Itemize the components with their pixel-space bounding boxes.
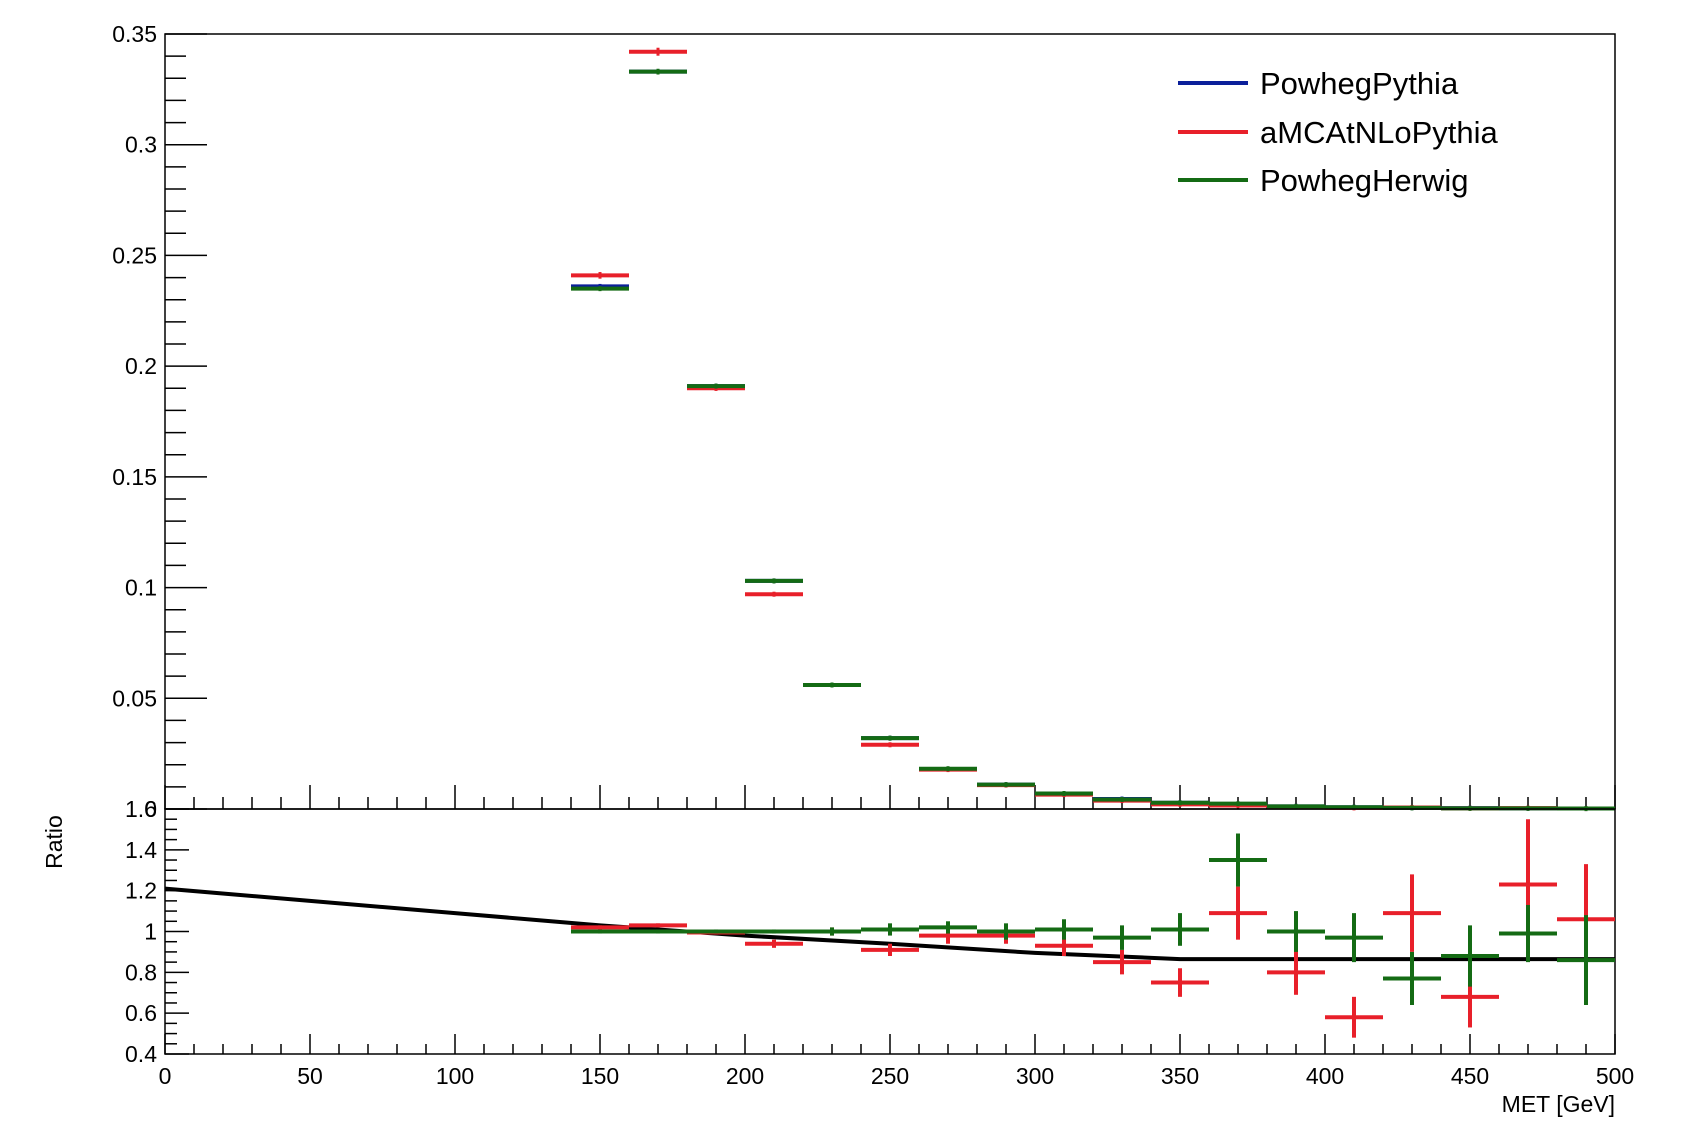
main-point-powhegherwig	[571, 286, 629, 292]
ratio-point-amcatnlopythia	[1151, 968, 1209, 997]
legend-entry-amcatnlopythia: aMCAtNLoPythia	[1178, 115, 1499, 150]
main-point-powhegherwig	[861, 735, 919, 741]
ratio-point-powhegherwig	[919, 921, 977, 934]
ratio-y-tick-label: 0.4	[125, 1041, 157, 1067]
main-point-amcatnlopythia	[861, 742, 919, 748]
legend-label-powhegpythia: PowhegPythia	[1260, 66, 1459, 101]
ratio-y-axis: 1.6 1.4 1.2 1 0.8 0.6 0.4	[125, 796, 189, 1067]
ratio-y-tick-label: 0.6	[125, 1000, 157, 1026]
main-y-tick-label: 0.25	[112, 242, 157, 268]
main-y-tick-label: 0.3	[125, 132, 157, 158]
legend-label-powhegherwig: PowhegHerwig	[1260, 163, 1469, 198]
x-tick-label: 400	[1306, 1063, 1344, 1089]
legend-entry-powhegherwig: PowhegHerwig	[1178, 163, 1469, 198]
x-tick-label: 250	[871, 1063, 909, 1089]
main-point-powhegherwig	[977, 782, 1035, 788]
ratio-point-powhegherwig	[1035, 919, 1093, 940]
x-axis-title: MET [GeV]	[1502, 1091, 1615, 1117]
main-y-tick-label: 0.35	[112, 21, 157, 47]
ratio-point-amcatnlopythia	[1093, 949, 1151, 975]
x-tick-label: 200	[726, 1063, 764, 1089]
x-tick-label: 500	[1596, 1063, 1634, 1089]
ratio-point-powhegherwig	[977, 923, 1035, 940]
main-y-tick-label: 0	[144, 796, 157, 822]
ratio-point-amcatnlopythia	[1325, 996, 1383, 1038]
ratio-y-tick-label: 1.2	[125, 878, 157, 904]
ratio-point-amcatnlopythia	[1209, 886, 1267, 940]
main-y-tick-label: 0.1	[125, 575, 157, 601]
main-point-powhegherwig	[687, 383, 745, 389]
ratio-point-amcatnlopythia	[571, 925, 629, 930]
main-point-amcatnlopythia	[745, 591, 803, 597]
ratio-point-powhegherwig	[803, 927, 861, 936]
main-point-powhegherwig	[1093, 796, 1151, 802]
ratio-point-amcatnlopythia	[629, 923, 687, 928]
ratio-y-tick-label: 0.8	[125, 959, 157, 985]
main-y-tick-label: 0.15	[112, 464, 157, 490]
ratio-point-powhegherwig	[1093, 925, 1151, 950]
main-point-amcatnlopythia	[629, 47, 687, 56]
ratio-y-tick-label: 1.6	[125, 796, 157, 822]
ratio-y-axis-title: Ratio	[41, 815, 67, 869]
ratio-point-amcatnlopythia	[1267, 949, 1325, 995]
main-point-powhegherwig	[629, 68, 687, 75]
main-point-powhegherwig	[919, 766, 977, 772]
main-point-powhegherwig	[745, 578, 803, 584]
ratio-point-powhegherwig	[1441, 925, 1499, 987]
ratio-point-powhegherwig	[1557, 915, 1615, 1005]
ratio-x-axis: 0 50 100 150 200 250 300 350 400 450 500	[159, 1034, 1634, 1089]
main-x-ticks	[164, 785, 1616, 809]
ratio-point-powhegherwig	[1267, 911, 1325, 952]
ratio-point-powhegherwig	[1325, 913, 1383, 963]
x-tick-label: 0	[159, 1063, 172, 1089]
ratio-point-powhegherwig	[571, 929, 629, 934]
main-plot-frame	[164, 33, 1616, 810]
main-point-powhegherwig	[1151, 800, 1209, 806]
main-point-amcatnlopythia	[571, 272, 629, 279]
ratio-point-amcatnlopythia	[1383, 874, 1441, 952]
main-y-tick-label: 0.2	[125, 353, 157, 379]
ratio-data-points	[571, 819, 1615, 1038]
ratio-panel: 1.6 1.4 1.2 1 0.8 0.6 0.4 0 50 100 150 200 250 300 35…	[41, 796, 1634, 1117]
main-y-axis: 0.35 0.3 0.25 0.2 0.15 0.1 0.05 0	[112, 21, 207, 822]
main-y-tick-label: 0.05	[112, 685, 157, 711]
legend-label-amcatnlopythia: aMCAtNLoPythia	[1260, 115, 1499, 150]
x-tick-label: 150	[581, 1063, 619, 1089]
ratio-point-powhegherwig	[861, 923, 919, 936]
x-tick-label: 350	[1161, 1063, 1199, 1089]
ratio-y-tick-label: 1.4	[125, 837, 157, 863]
x-tick-label: 50	[297, 1063, 323, 1089]
ratio-point-powhegherwig	[745, 929, 803, 934]
main-point-powhegherwig	[803, 682, 861, 688]
legend-entry-powhegpythia: PowhegPythia	[1178, 66, 1459, 101]
x-tick-label: 100	[436, 1063, 474, 1089]
x-tick-label: 300	[1016, 1063, 1054, 1089]
ratio-point-powhegherwig	[1499, 904, 1557, 963]
ratio-point-powhegherwig	[1209, 833, 1267, 887]
ratio-point-powhegherwig	[1383, 951, 1441, 1005]
ratio-y-tick-label: 1	[144, 919, 157, 945]
main-point-powhegherwig	[1267, 803, 1325, 809]
ratio-point-powhegherwig	[1151, 913, 1209, 946]
legend: PowhegPythia aMCAtNLoPythia PowhegHerwig	[1178, 66, 1499, 198]
ratio-point-amcatnlopythia	[861, 943, 919, 956]
x-tick-label: 450	[1451, 1063, 1489, 1089]
main-point-powhegherwig	[1209, 801, 1267, 807]
ratio-point-powhegherwig	[687, 929, 745, 934]
ratio-point-amcatnlopythia	[745, 939, 803, 948]
ratio-point-powhegherwig	[629, 929, 687, 934]
main-point-powhegherwig	[1035, 791, 1093, 796]
